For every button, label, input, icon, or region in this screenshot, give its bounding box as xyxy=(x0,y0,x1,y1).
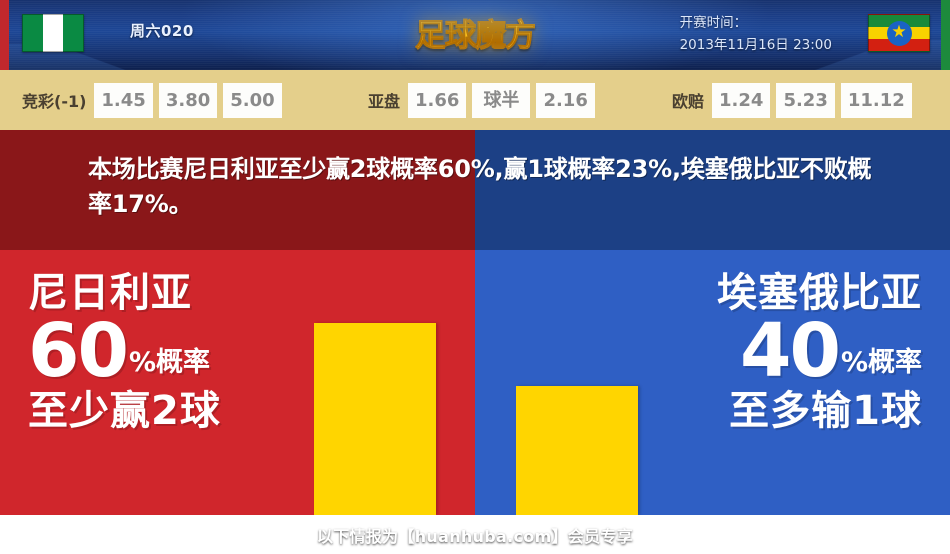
odds-group-label: 亚盘 xyxy=(368,92,401,111)
home-team-name: 尼日利亚 xyxy=(28,270,192,316)
odds-cell[interactable]: 5.23 xyxy=(776,82,835,118)
odds-group-asian-handicap: 亚盘 1.66 球半 2.16 xyxy=(368,82,601,118)
away-probability-bar xyxy=(516,386,638,515)
match-number-label: 周六020 xyxy=(130,22,194,40)
odds-cell-handicap[interactable]: 球半 xyxy=(472,82,531,118)
odds-group-jingcai: 竞彩(-1) 1.45 3.80 5.00 xyxy=(22,82,288,118)
odds-bar: 竞彩(-1) 1.45 3.80 5.00 亚盘 1.66 球半 2.16 欧赔… xyxy=(0,70,950,130)
site-logo[interactable]: 足球魔方 xyxy=(0,10,950,55)
home-probability-value: 60 xyxy=(28,308,129,395)
away-outcome-label: 至多输1球 xyxy=(729,388,922,435)
kickoff-time-block: 开赛时间： 2013年11月16日 23:00 xyxy=(680,12,832,57)
header-right-accent-stripe xyxy=(941,0,950,70)
odds-cell[interactable]: 2.16 xyxy=(536,82,595,118)
kickoff-label: 开赛时间： xyxy=(679,15,748,31)
home-probability-row: 60 %概率 xyxy=(28,308,221,395)
odds-group-label: 欧赔 xyxy=(672,92,705,111)
odds-group-european: 欧赔 1.24 5.23 11.12 xyxy=(672,82,918,118)
odds-group-label: 竞彩(-1) xyxy=(22,92,87,111)
away-probability-row: 40 %概率 xyxy=(717,308,922,395)
header-bar: 周六020 足球魔方 开赛时间： 2013年11月16日 23:00 ★ xyxy=(0,0,950,70)
nigeria-flag-icon xyxy=(22,14,84,52)
away-team-name: 埃塞俄比亚 xyxy=(717,270,922,316)
header-left-accent-stripe xyxy=(0,0,9,70)
summary-text: 本场比赛尼日利亚至少赢2球概率60%,赢1球概率23%,埃塞俄比亚不败概率17%… xyxy=(88,155,872,218)
odds-cell[interactable]: 1.45 xyxy=(94,82,153,118)
odds-cell[interactable]: 3.80 xyxy=(158,82,218,118)
kickoff-value: 2013年11月16日 23:00 xyxy=(679,37,832,54)
footer-bar: 以下情报为【huanhuba.com】会员专享 xyxy=(0,515,950,554)
probability-chart: 尼日利亚 60 %概率 至少赢2球 埃塞俄比亚 40 %概率 至多输1球 xyxy=(0,250,950,515)
odds-cell[interactable]: 1.66 xyxy=(408,82,467,118)
site-logo-text: 足球魔方 xyxy=(415,10,537,55)
summary-banner-right-half xyxy=(475,130,950,250)
home-probability-bar xyxy=(314,323,436,515)
footer-notice-text: 以下情报为【huanhuba.com】会员专享 xyxy=(316,526,634,546)
away-probability-value: 40 xyxy=(739,308,841,395)
summary-banner-left-half xyxy=(0,130,475,250)
home-team-panel: 尼日利亚 60 %概率 至少赢2球 xyxy=(0,250,475,515)
ethiopia-flag-disc: ★ xyxy=(886,20,912,46)
away-probability-suffix: %概率 xyxy=(840,347,922,379)
ethiopia-flag-icon: ★ xyxy=(868,14,930,52)
home-team-stats: 尼日利亚 60 %概率 至少赢2球 xyxy=(28,270,221,435)
odds-cell[interactable]: 5.00 xyxy=(223,82,282,118)
home-probability-suffix: %概率 xyxy=(128,347,211,379)
odds-cell[interactable]: 1.24 xyxy=(712,82,771,118)
summary-banner: 本场比赛尼日利亚至少赢2球概率60%,赢1球概率23%,埃塞俄比亚不败概率17%… xyxy=(0,130,950,250)
home-outcome-label: 至少赢2球 xyxy=(28,388,221,435)
away-team-panel: 埃塞俄比亚 40 %概率 至多输1球 xyxy=(475,250,950,515)
away-team-stats: 埃塞俄比亚 40 %概率 至多输1球 xyxy=(717,270,922,435)
odds-cell[interactable]: 11.12 xyxy=(840,82,912,118)
star-icon: ★ xyxy=(891,22,907,42)
